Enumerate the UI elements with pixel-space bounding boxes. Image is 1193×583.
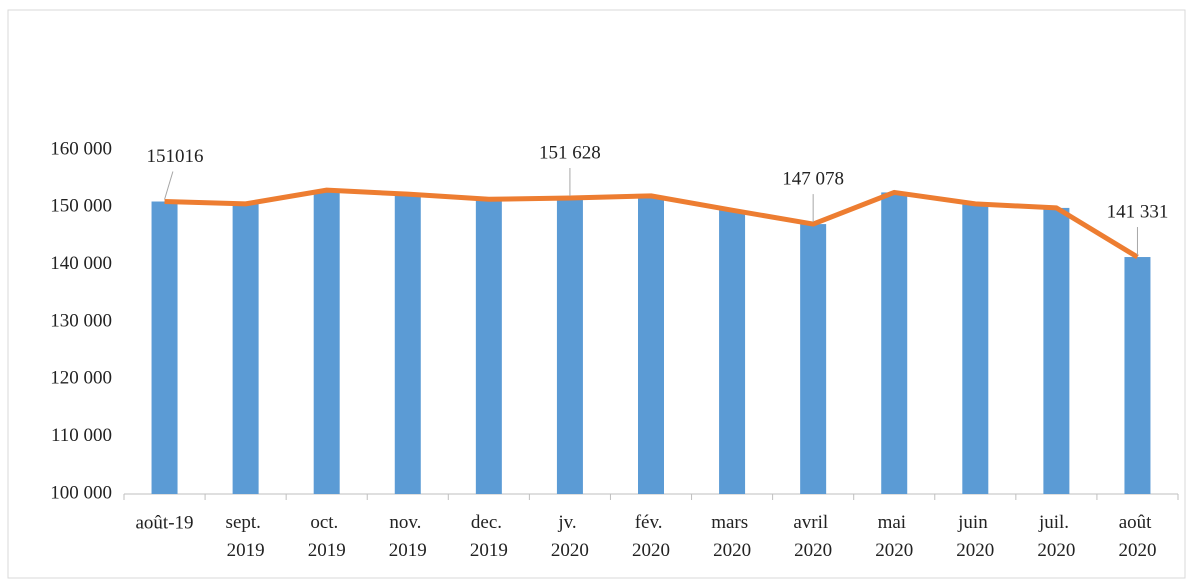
bar: [1124, 257, 1151, 494]
x-tick-label: juin 2020: [956, 512, 994, 561]
chart-border: [7, 9, 1186, 579]
x-tick-label: sept. 2019: [226, 512, 266, 561]
bar: [962, 203, 989, 495]
bar: [719, 210, 746, 494]
x-tick-label: fév. 2020: [632, 512, 670, 561]
data-label: 147 078: [782, 168, 844, 189]
bar: [394, 194, 421, 494]
bar: [151, 201, 178, 494]
bar: [800, 224, 827, 495]
x-tick-label: jv. 2020: [551, 512, 589, 561]
x-tick-label: dec. 2019: [470, 512, 508, 561]
bar: [556, 197, 583, 495]
bar: [313, 190, 340, 494]
bar: [1043, 207, 1070, 494]
x-tick-label: nov. 2019: [389, 512, 427, 561]
bar: [232, 203, 259, 495]
y-tick-label: 140 000: [50, 253, 112, 274]
y-tick-label: 120 000: [50, 368, 112, 389]
data-label: 151 628: [539, 142, 601, 163]
line: [164, 187, 1139, 260]
bar: [638, 195, 664, 494]
x-tick-label: juil. 2020: [1037, 512, 1075, 561]
data-label: 151016: [147, 146, 204, 167]
y-tick-label: 110 000: [51, 425, 112, 446]
y-tick-label: 160 000: [50, 138, 112, 159]
y-tick-label: 130 000: [50, 310, 112, 331]
x-tick-label: mars 2020: [711, 512, 753, 561]
data-label: 141 331: [1107, 201, 1169, 222]
bar: [881, 192, 908, 494]
bar: [475, 199, 502, 494]
x-tick-label: août 2020: [1118, 512, 1156, 561]
leader-line: [164, 171, 174, 200]
x-tick-label: oct. 2019: [308, 512, 346, 561]
x-tick-label: mai 2020: [875, 512, 913, 561]
x-tick-label: avril 2020: [793, 512, 833, 561]
y-tick-label: 100 000: [50, 482, 112, 503]
y-tick-label: 150 000: [50, 196, 112, 217]
x-tick-label: août-19: [136, 512, 194, 533]
